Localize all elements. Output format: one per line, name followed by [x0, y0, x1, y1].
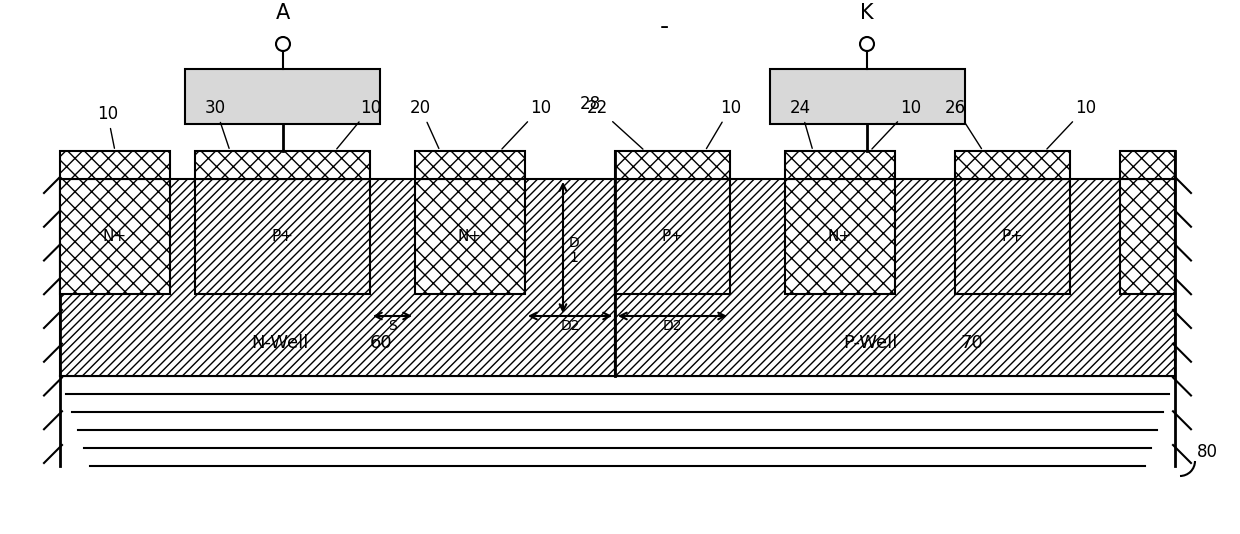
Bar [60, 179, 615, 376]
Text: 22: 22 [587, 99, 644, 149]
Text: 20: 20 [410, 99, 439, 148]
Text: N+: N+ [103, 229, 126, 244]
Bar [770, 69, 965, 124]
Bar [185, 69, 379, 124]
Text: D: D [569, 236, 580, 250]
Text: 24: 24 [790, 99, 812, 148]
Bar [955, 151, 1070, 179]
Text: N+: N+ [458, 229, 482, 244]
Text: K: K [861, 3, 874, 23]
Text: 80: 80 [1197, 443, 1218, 461]
Bar [415, 151, 525, 179]
Text: N+: N+ [828, 229, 852, 244]
Bar [195, 179, 370, 294]
Text: P+: P+ [1002, 229, 1023, 244]
Bar [955, 179, 1070, 294]
Text: 30: 30 [205, 99, 229, 148]
Bar [1120, 179, 1176, 294]
Bar [785, 179, 895, 294]
Bar [60, 179, 170, 294]
Text: D2: D2 [662, 319, 682, 333]
Text: S: S [388, 319, 397, 333]
Text: 26: 26 [945, 99, 982, 148]
Text: 10: 10 [337, 99, 381, 149]
Text: 10: 10 [707, 99, 742, 148]
Bar [415, 179, 525, 294]
Text: 1: 1 [569, 251, 578, 265]
Bar [785, 151, 895, 179]
Text: N-Well: N-Well [252, 334, 309, 352]
Text: A: A [275, 3, 290, 23]
Text: P+: P+ [661, 229, 683, 244]
Text: 70: 70 [960, 334, 983, 352]
Text: P+: P+ [272, 229, 294, 244]
Text: 28: 28 [580, 95, 601, 113]
Text: 60: 60 [370, 334, 393, 352]
Text: D2: D2 [560, 319, 580, 333]
Bar [60, 151, 170, 179]
Bar [1120, 151, 1176, 179]
Bar [615, 179, 730, 294]
Bar [195, 151, 370, 179]
Text: 10: 10 [97, 105, 118, 148]
Text: 10: 10 [1047, 99, 1096, 149]
Text: 10: 10 [872, 99, 921, 149]
Text: -: - [660, 15, 670, 39]
Text: P-Well: P-Well [843, 334, 898, 352]
Bar [615, 151, 730, 179]
Bar [615, 179, 1176, 376]
Text: 10: 10 [502, 99, 551, 149]
